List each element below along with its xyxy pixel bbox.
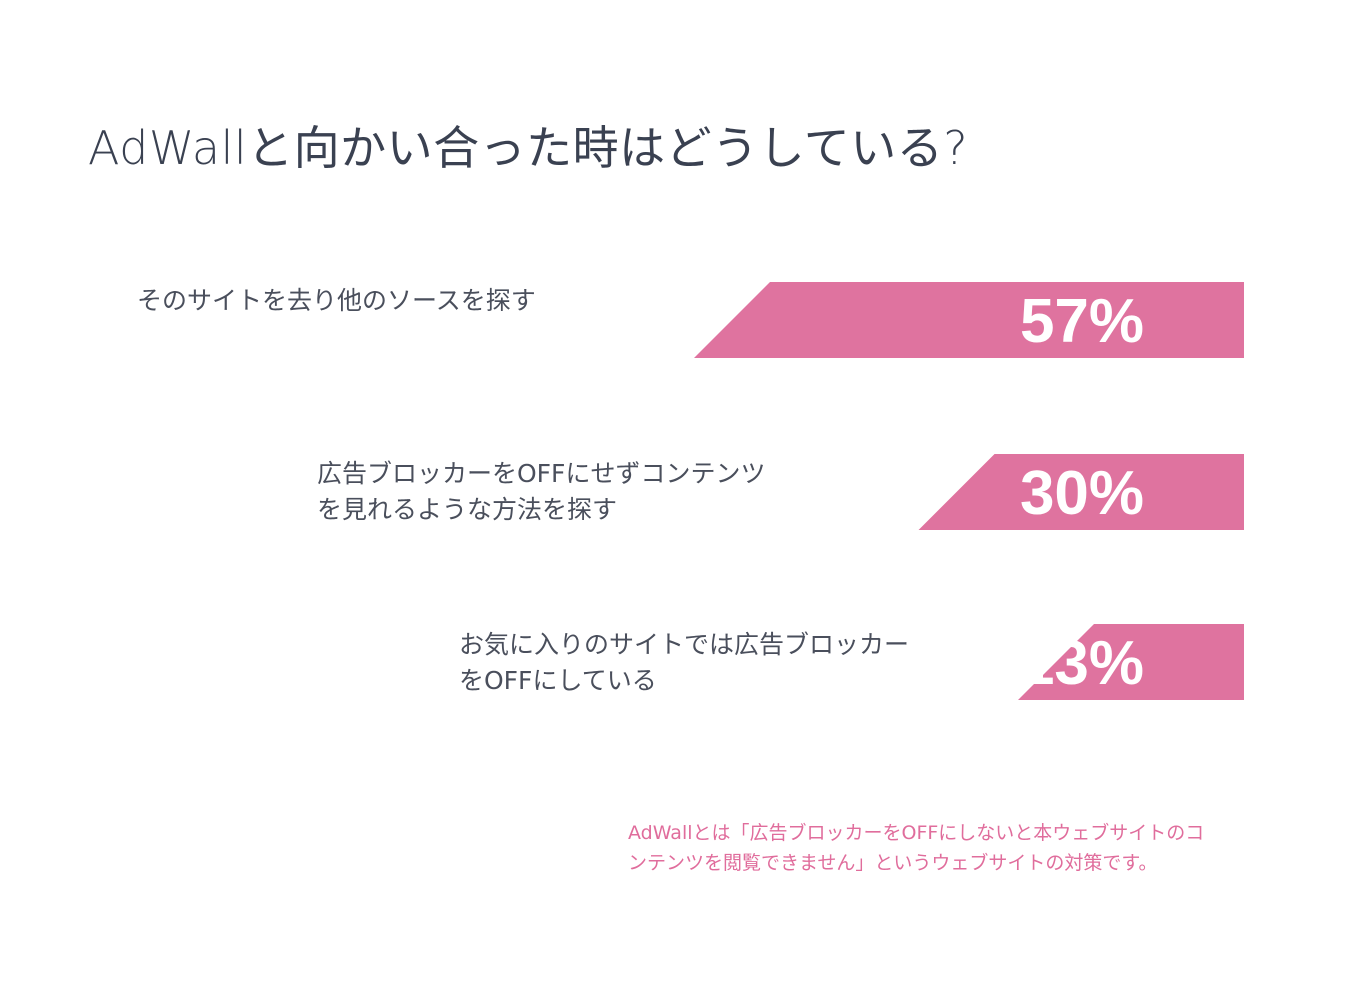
- bar: [694, 282, 1244, 358]
- category-label: お気に入りのサイトでは広告ブロッカー をOFFにしている: [459, 630, 910, 695]
- category-label: そのサイトを去り他のソースを探す: [137, 286, 536, 315]
- bar-value-label: 30%: [1020, 459, 1144, 528]
- bar: [918, 454, 1244, 530]
- footnote: AdWallとは「広告ブロッカーをOFFにしないと本ウェブサイトのコ ンテンツを…: [628, 822, 1205, 874]
- page-title: AdWallと向かい合った時はどうしている?: [88, 121, 969, 175]
- category-label: 広告ブロッカーをOFFにせずコンテンツ を見れるような方法を探す: [317, 459, 766, 524]
- bar-value-label: 13%: [1020, 629, 1144, 698]
- bar-value-label: 57%: [1020, 287, 1144, 356]
- bar: [1018, 624, 1244, 700]
